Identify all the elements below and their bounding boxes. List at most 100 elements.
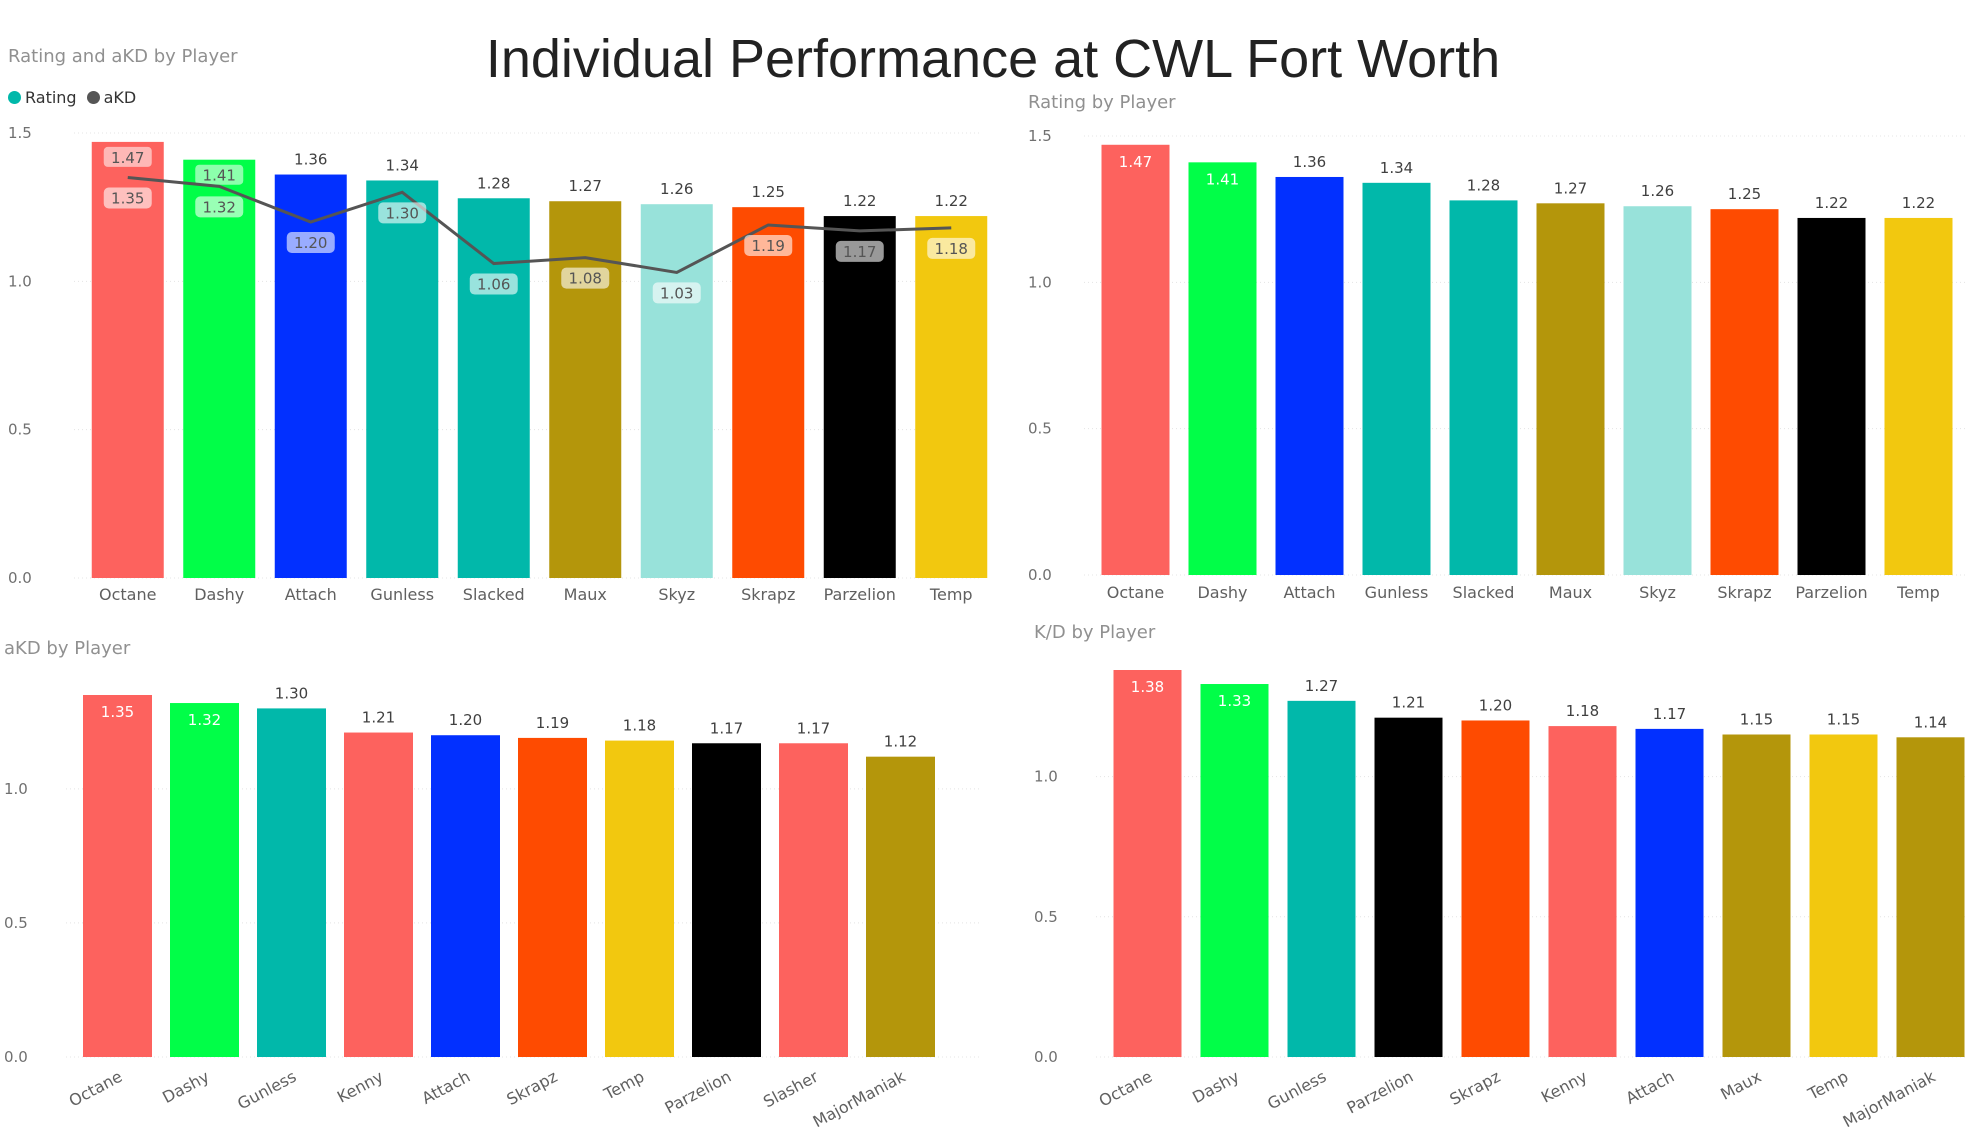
rating-akd-akd-line[interactable]	[127, 176, 952, 274]
rating-akd-akd-label-bg	[835, 240, 884, 262]
rating-akd-akd-value-label-parzelion: 1.17	[843, 243, 876, 261]
akd-value-label-octane: 1.35	[101, 703, 134, 721]
akd-bar-gunless[interactable]	[257, 708, 326, 1057]
rating-akd-bar-skrapz[interactable]	[732, 207, 805, 578]
rating-chart-title: Rating by Player	[1028, 92, 1176, 113]
rating-akd-category-label-slacked: Slacked	[463, 585, 525, 604]
rating-akd-akd-value-label-temp: 1.18	[935, 240, 968, 258]
rating-bar-gunless[interactable]	[1362, 182, 1431, 575]
kd-bar-octane[interactable]	[1113, 670, 1182, 1057]
rating-akd-rating-label-bg	[195, 164, 244, 185]
kd-value-label-skrapz: 1.20	[1479, 696, 1512, 714]
rating-bar-dashy[interactable]	[1188, 162, 1257, 575]
legend-item-akd[interactable]: aKD	[86, 88, 136, 107]
akd-bar-dashy[interactable]	[170, 703, 239, 1057]
rating-akd-akd-label-bg	[927, 237, 976, 259]
akd-bar-skrapz[interactable]	[518, 737, 587, 1057]
akd-bar-slasher[interactable]	[779, 743, 848, 1057]
legend-rating-dot-icon	[8, 91, 21, 104]
kd-category-label-kenny: Kenny	[1538, 1067, 1590, 1107]
akd-y-tick-label: 1.0	[4, 780, 28, 798]
rating-akd-bar-dashy[interactable]	[183, 159, 256, 578]
rating-value-label-temp: 1.22	[1902, 194, 1935, 212]
rating-akd-category-label-dashy: Dashy	[194, 585, 244, 604]
rating-akd-category-label-maux: Maux	[564, 585, 607, 604]
kd-chart-title: K/D by Player	[1034, 622, 1156, 643]
rating-akd-akd-value-label-attach: 1.20	[294, 234, 327, 252]
kd-bar-kenny[interactable]	[1548, 726, 1617, 1057]
rating-akd-akd-value-label-gunless: 1.30	[386, 204, 419, 222]
rating-akd-category-label-skrapz: Skrapz	[741, 585, 795, 604]
kd-bar-temp[interactable]	[1809, 734, 1878, 1058]
kd-bar-majormaniak[interactable]	[1896, 737, 1965, 1057]
kd-value-label-gunless: 1.27	[1305, 677, 1338, 695]
akd-chart-panel: aKD by Player 0.0 0.5 1.0 1.35 Octane 1.32 Das…	[0, 620, 1000, 1146]
akd-y-tick-label: 0.5	[4, 914, 28, 932]
akd-bar-octane[interactable]	[83, 695, 152, 1057]
rating-y-tick-label: 1.0	[1028, 273, 1052, 291]
legend-rating-label: Rating	[25, 88, 77, 107]
kd-category-label-majormaniak: MajorManiak	[1840, 1066, 1939, 1131]
akd-value-label-dashy: 1.32	[188, 711, 221, 729]
kd-category-label-attach: Attach	[1623, 1067, 1678, 1108]
kd-y-tick-label: 0.5	[1034, 908, 1058, 926]
rating-akd-y-tick-label: 1.5	[8, 124, 32, 142]
rating-value-label-slacked: 1.28	[1467, 176, 1500, 194]
kd-category-label-dashy: Dashy	[1189, 1067, 1242, 1107]
rating-bar-parzelion[interactable]	[1797, 217, 1866, 576]
rating-akd-category-label-temp: Temp	[929, 585, 973, 604]
akd-bar-majormaniak[interactable]	[866, 756, 935, 1057]
rating-bar-skrapz[interactable]	[1710, 209, 1779, 575]
kd-value-label-majormaniak: 1.14	[1914, 713, 1947, 731]
rating-category-label-attach: Attach	[1284, 583, 1336, 602]
rating-akd-akd-value-label-slacked: 1.06	[477, 276, 510, 294]
rating-akd-bar-maux[interactable]	[549, 201, 622, 578]
rating-akd-bar-parzelion[interactable]	[823, 216, 896, 579]
rating-akd-bar-gunless[interactable]	[366, 180, 439, 578]
rating-akd-akd-label-bg	[469, 273, 518, 295]
rating-akd-akd-label-bg	[286, 232, 335, 253]
rating-chart-panel: Rating by Player 0.0 0.5 1.0 1.5 1.47 Octane 1…	[1010, 0, 1986, 620]
rating-value-label-skrapz: 1.25	[1728, 185, 1761, 203]
rating-akd-bar-octane[interactable]	[91, 141, 164, 578]
rating-bar-temp[interactable]	[1884, 217, 1953, 576]
rating-bar-skyz[interactable]	[1623, 206, 1692, 576]
akd-bar-temp[interactable]	[605, 740, 674, 1057]
kd-category-label-gunless: Gunless	[1264, 1067, 1329, 1114]
rating-akd-akd-label-bg	[195, 196, 244, 218]
akd-category-label-kenny: Kenny	[334, 1067, 386, 1107]
akd-bar-kenny[interactable]	[344, 732, 413, 1057]
rating-bar-attach[interactable]	[1275, 176, 1344, 575]
akd-value-label-skrapz: 1.19	[536, 714, 569, 732]
rating-bar-slacked[interactable]	[1449, 200, 1518, 576]
kd-bar-parzelion[interactable]	[1374, 717, 1443, 1057]
rating-akd-bar-skyz[interactable]	[640, 204, 713, 578]
kd-bar-dashy[interactable]	[1200, 684, 1269, 1057]
rating-akd-bar-temp[interactable]	[915, 216, 988, 579]
rating-category-label-gunless: Gunless	[1365, 583, 1429, 602]
rating-category-label-skrapz: Skrapz	[1717, 583, 1771, 602]
rating-value-label-dashy: 1.41	[1206, 170, 1239, 188]
rating-bar-maux[interactable]	[1536, 203, 1605, 575]
kd-category-label-octane: Octane	[1096, 1067, 1156, 1111]
rating-akd-value-label-dashy: 1.41	[203, 167, 236, 185]
akd-bar-attach[interactable]	[431, 735, 500, 1057]
rating-akd-akd-value-label-maux: 1.08	[569, 270, 602, 288]
kd-category-label-parzelion: Parzelion	[1344, 1067, 1417, 1118]
rating-akd-value-label-skrapz: 1.25	[752, 183, 785, 201]
kd-bar-skrapz[interactable]	[1461, 720, 1530, 1057]
akd-value-label-slasher: 1.17	[797, 719, 830, 737]
rating-akd-y-tick-label: 0.5	[8, 421, 32, 439]
rating-akd-value-label-slacked: 1.28	[477, 174, 510, 192]
rating-category-label-slacked: Slacked	[1453, 583, 1515, 602]
rating-akd-value-label-octane: 1.47	[111, 149, 144, 167]
legend-item-rating[interactable]: Rating	[8, 88, 77, 107]
rating-bar-octane[interactable]	[1101, 144, 1170, 575]
kd-bar-maux[interactable]	[1722, 734, 1791, 1058]
rating-akd-bar-slacked[interactable]	[457, 198, 530, 578]
rating-category-label-maux: Maux	[1549, 583, 1592, 602]
kd-bar-attach[interactable]	[1635, 728, 1704, 1057]
rating-akd-category-label-attach: Attach	[285, 585, 337, 604]
kd-bar-gunless[interactable]	[1287, 700, 1356, 1057]
akd-bar-parzelion[interactable]	[692, 743, 761, 1057]
